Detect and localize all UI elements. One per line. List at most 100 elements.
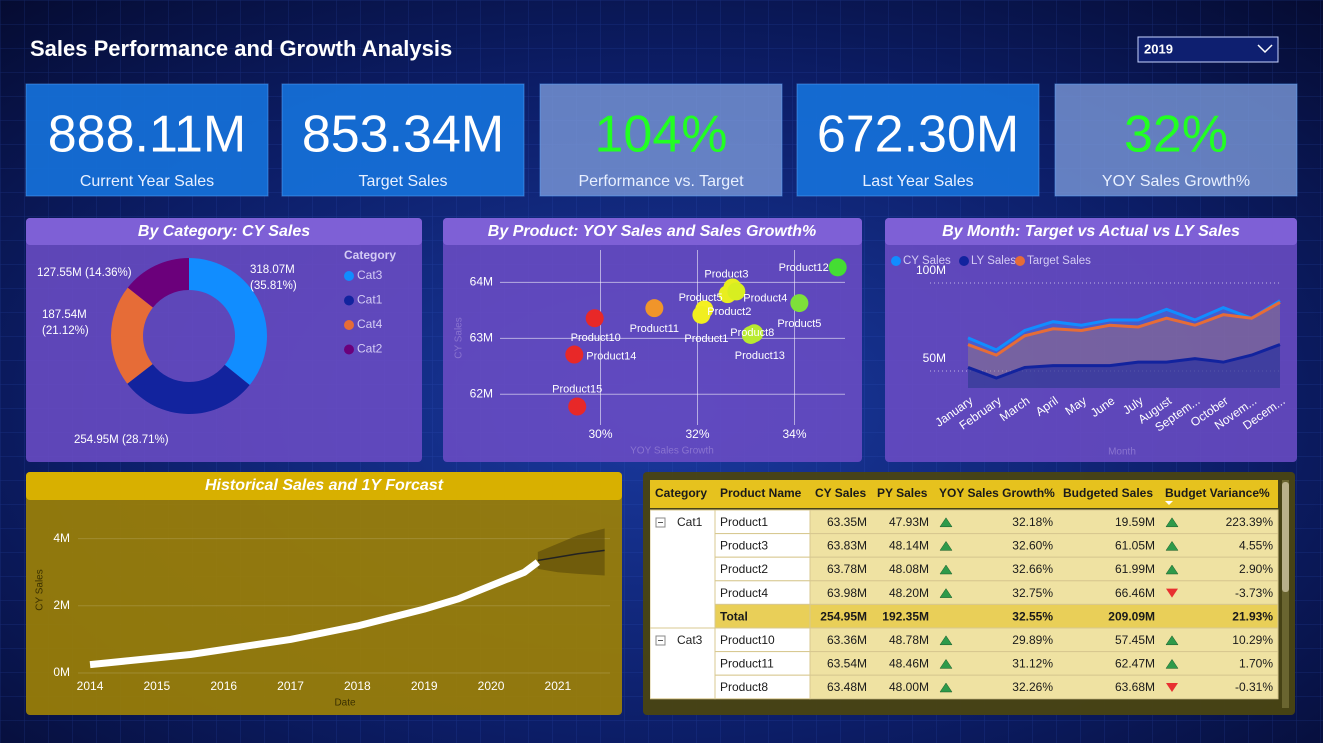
panel	[885, 218, 1297, 462]
table-cell: Product8	[720, 680, 768, 694]
data-table: Category Product Name CY Sales PY Sales YOY …	[650, 480, 1279, 700]
column-header: Category	[655, 486, 707, 500]
category-cell	[650, 627, 716, 700]
column-header: YOY Sales Growth%	[939, 486, 1055, 500]
table-cell: 63.54M	[827, 657, 867, 671]
scatter-point	[568, 397, 587, 416]
x-axis-label: YOY Sales Growth	[630, 446, 714, 457]
panel-title: By Month: Target vs Actual vs LY Sales	[942, 223, 1240, 240]
point-label: Product11	[630, 323, 679, 335]
table-cell: 63.68M	[1115, 680, 1155, 694]
table-cell: 48.20M	[889, 586, 929, 600]
trend-up	[1165, 564, 1179, 575]
legend-marker	[1015, 256, 1025, 266]
table-cell: 32.60%	[1012, 539, 1053, 553]
series-line	[967, 299, 1281, 352]
table-cell: 48.46M	[889, 657, 929, 671]
legend-title: Category	[344, 248, 396, 262]
legend-marker	[891, 256, 901, 266]
donut-slice	[127, 364, 250, 414]
legend-marker	[959, 256, 969, 266]
point-label: Product4	[743, 292, 787, 304]
scatter-point	[727, 282, 746, 301]
year-dropdown[interactable]	[1137, 36, 1279, 63]
legend-marker	[344, 344, 354, 355]
panel-title: By Product: YOY Sales and Sales Growth%	[488, 223, 816, 240]
legend-label: LY Sales	[971, 255, 1016, 267]
scatter-point	[790, 294, 809, 313]
table-cell: 19.59M	[1115, 515, 1155, 529]
series-line	[967, 343, 1281, 380]
x-tick-label: 30%	[588, 427, 612, 441]
table-cell: 32.18%	[1012, 515, 1053, 529]
table-cell: Total	[720, 609, 748, 623]
table-cell: 209.09M	[1108, 609, 1155, 623]
trend-up	[939, 635, 953, 646]
x-tick-label: 2016	[210, 679, 237, 693]
x-tick-label: 2020	[478, 679, 505, 693]
y-tick-label: 4M	[53, 531, 70, 545]
table-cell: 32.55%	[1012, 609, 1053, 623]
sales-line	[89, 559, 540, 669]
panel	[26, 218, 422, 462]
legend-label: Target Sales	[1027, 255, 1091, 267]
panel-header	[443, 218, 862, 245]
table-cell: 47.93M	[889, 515, 929, 529]
table-cell: 32.26%	[1012, 680, 1053, 694]
y-tick-label: 2M	[53, 598, 70, 612]
table-cell: 21.93%	[1232, 609, 1273, 623]
y-axis-label: CY Sales	[454, 317, 465, 359]
kpi-label: Last Year Sales	[862, 173, 973, 190]
x-tick-label: 32%	[685, 427, 709, 441]
trend-up	[939, 564, 953, 575]
scrollbar[interactable]	[1282, 480, 1289, 708]
year-dropdown-value[interactable]: 2019	[1144, 41, 1173, 56]
category-label: Cat3	[677, 633, 703, 647]
trend-up	[1165, 540, 1179, 551]
trend-up	[1165, 635, 1179, 646]
kpi-value: 672.30M	[817, 106, 1019, 164]
panel-header	[885, 218, 1297, 245]
row-bg	[809, 674, 1279, 700]
page-title: Sales Performance and Growth Analysis	[30, 36, 452, 61]
panel-header	[26, 218, 422, 245]
dropdown-chevron[interactable]	[1257, 44, 1273, 54]
y-tick-label: 63M	[470, 331, 493, 345]
scrollbar-thumb[interactable]	[1282, 482, 1289, 592]
column-header: CY Sales	[815, 486, 866, 500]
x-axis-label: Date	[334, 698, 356, 709]
expand-toggle[interactable]	[655, 635, 666, 646]
column-header: Budget Variance%	[1165, 486, 1270, 500]
expand-toggle[interactable]	[655, 517, 666, 528]
donut-slice	[111, 287, 153, 384]
kpi-card	[539, 83, 783, 197]
legend-label: Cat2	[357, 342, 383, 356]
kpi-value: 104%	[595, 106, 728, 164]
legend-marker	[344, 271, 354, 281]
panel	[443, 218, 862, 462]
trend-down	[1166, 683, 1178, 692]
legend-label: Cat3	[357, 268, 383, 282]
point-label: Product10	[571, 332, 621, 344]
point-label: Product3	[704, 268, 748, 280]
table-cell: 192.35M	[882, 609, 929, 623]
y-tick-label: 64M	[470, 275, 493, 289]
kpi-label: Performance vs. Target	[578, 173, 744, 190]
x-tick-label: 2021	[545, 679, 572, 693]
trend-up	[939, 517, 953, 528]
table-header	[650, 480, 1278, 508]
table-cell: 63.48M	[827, 680, 867, 694]
x-tick-label: 2018	[344, 679, 371, 693]
x-tick-label: 34%	[783, 427, 807, 441]
table-cell: 1.70%	[1239, 657, 1273, 671]
table-cell: Product10	[720, 633, 775, 647]
scatter-point	[585, 309, 604, 328]
table-cell: 62.47M	[1115, 657, 1155, 671]
table-cell: 61.99M	[1115, 562, 1155, 576]
x-tick-label: 2019	[411, 679, 438, 693]
trend-up	[1165, 517, 1179, 528]
y-tick-label: 0M	[53, 665, 70, 679]
table-cell: 32.75%	[1012, 586, 1053, 600]
table-cell: 48.08M	[889, 562, 929, 576]
